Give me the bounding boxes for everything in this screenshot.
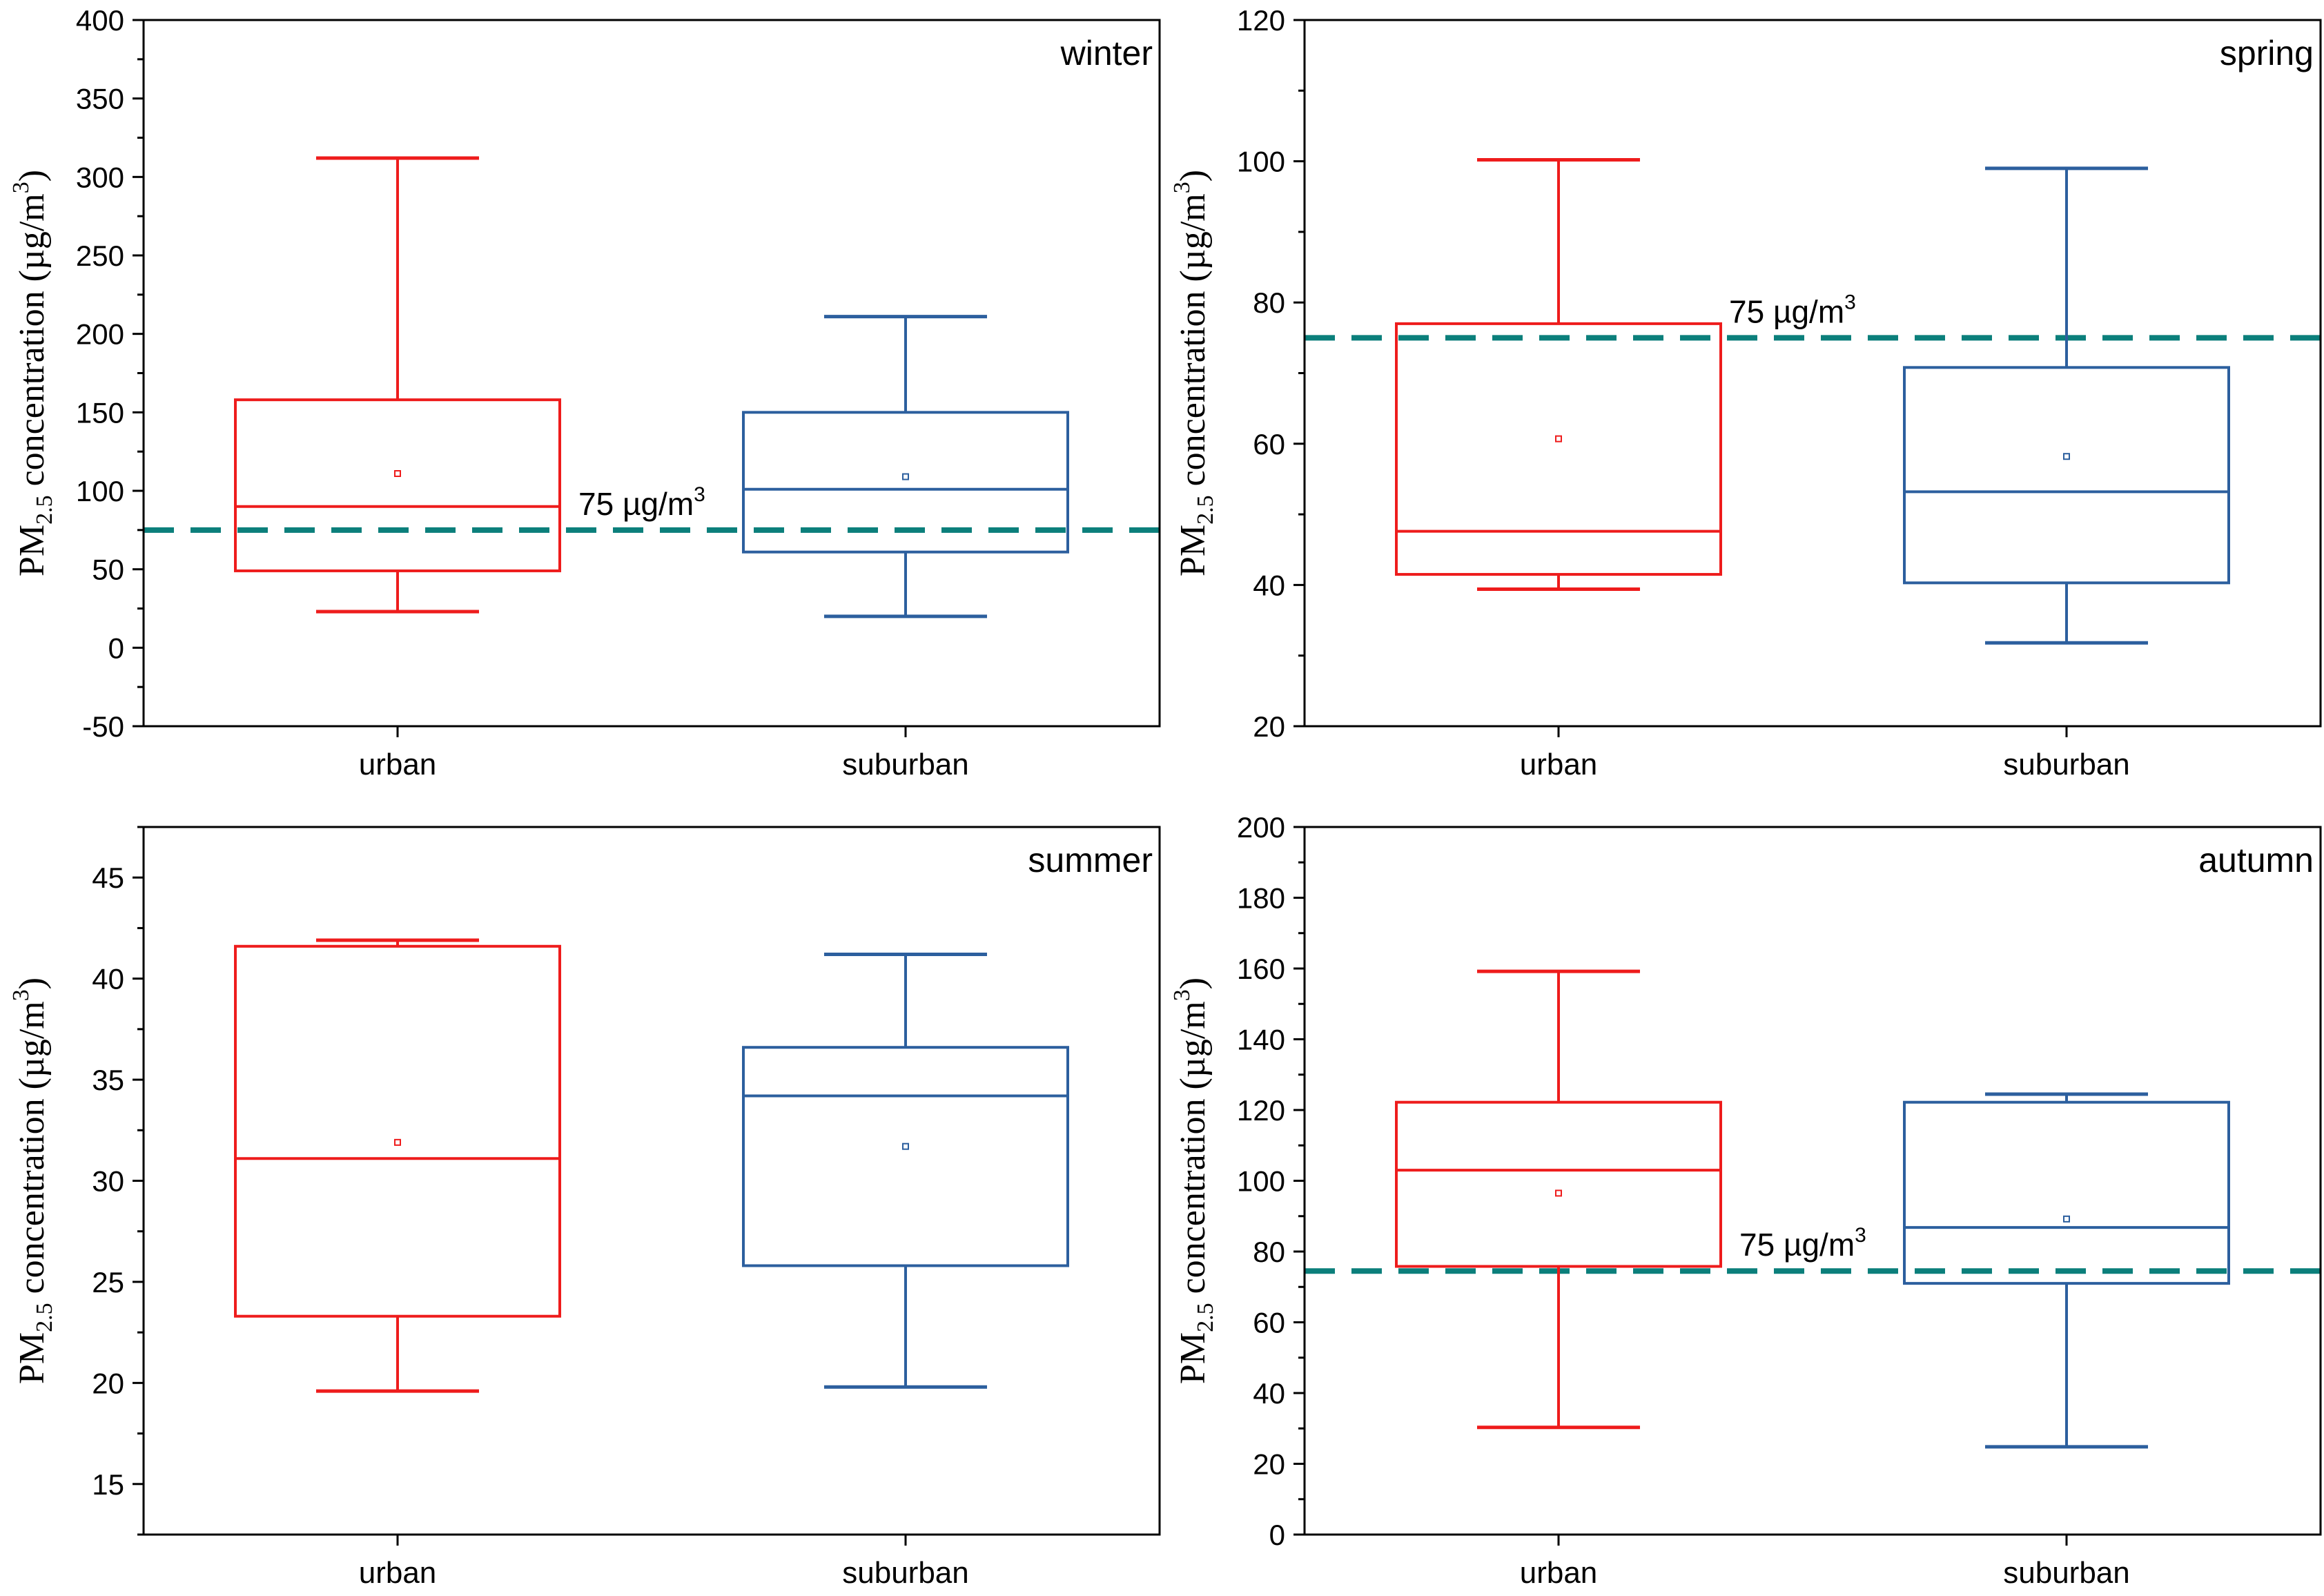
- y-tick-label: 80: [1253, 1236, 1285, 1268]
- iqr-box: [1903, 1100, 2230, 1285]
- y-tick-label: 40: [1253, 569, 1285, 601]
- mean-marker: [394, 469, 401, 477]
- y-tick-label: 180: [1237, 882, 1285, 915]
- y-tick-label: 250: [76, 240, 124, 272]
- y-tick-label: 160: [1237, 953, 1285, 985]
- x-category-label: suburban: [842, 1556, 968, 1590]
- y-tick-label: 100: [76, 475, 124, 507]
- y-tick-label: 100: [1237, 146, 1285, 178]
- y-tick-label: 50: [92, 554, 124, 586]
- y-axis-label: PM2.5 concentration (µg/m3): [8, 977, 57, 1384]
- x-category-label: urban: [359, 748, 437, 781]
- y-tick-label: 300: [76, 161, 124, 193]
- y-tick-label: -50: [82, 710, 124, 743]
- x-category-label: urban: [1520, 748, 1598, 781]
- y-tick-label: 120: [1237, 4, 1285, 37]
- y-tick-label: 140: [1237, 1024, 1285, 1056]
- reference-label: 75 µg/m3: [578, 483, 705, 522]
- plot-frame: [142, 826, 1161, 1536]
- box-urban: [1395, 158, 1722, 592]
- plot-frame: [142, 19, 1161, 728]
- x-category-label: urban: [1520, 1556, 1598, 1590]
- mean-marker: [902, 1142, 909, 1150]
- x-category-label: urban: [359, 1556, 437, 1590]
- y-tick-label: 30: [92, 1165, 124, 1198]
- season-label: spring: [2220, 34, 2314, 72]
- plot-frame: [1303, 19, 2322, 728]
- x-category-label: suburban: [842, 748, 968, 781]
- y-tick-label: 20: [92, 1367, 124, 1399]
- mean-marker: [2063, 1215, 2070, 1223]
- mean-marker: [1555, 1189, 1562, 1197]
- box-suburban: [1903, 166, 2230, 645]
- iqr-box: [1903, 366, 2230, 585]
- box-suburban: [742, 953, 1069, 1389]
- y-tick-label: 20: [1253, 710, 1285, 743]
- x-category-label: suburban: [2003, 1556, 2129, 1590]
- y-tick-label: 25: [92, 1266, 124, 1298]
- y-tick-label: 35: [92, 1064, 124, 1096]
- y-tick-label: 40: [1253, 1377, 1285, 1410]
- reference-label: 75 µg/m3: [1739, 1224, 1866, 1263]
- box-suburban: [1903, 1092, 2230, 1449]
- iqr-box: [1395, 1100, 1722, 1268]
- x-category-label: suburban: [2003, 748, 2129, 781]
- y-tick-label: 15: [92, 1468, 124, 1501]
- chart-panel-spring: 20 40 60 80 100 120 75 µg/m3 urban suburban sprin…: [1169, 4, 2322, 781]
- chart-panel-summer: 15 20 25 30 35 40 45 urban suburban summer PM2.5 c…: [8, 826, 1161, 1590]
- iqr-box: [1395, 322, 1722, 576]
- box-urban: [1395, 969, 1722, 1430]
- season-label: summer: [1028, 841, 1153, 879]
- y-axis-label: PM2.5 concentration (µg/m3): [1169, 977, 1218, 1384]
- plot-frame: [1303, 826, 2322, 1536]
- iqr-box: [234, 398, 561, 572]
- mean-marker: [394, 1138, 401, 1146]
- y-tick-label: 400: [76, 4, 124, 37]
- y-axis-label: PM2.5 concentration (µg/m3): [1169, 170, 1218, 576]
- mean-marker: [902, 473, 909, 480]
- y-tick-label: 150: [76, 396, 124, 429]
- mean-marker: [1555, 435, 1562, 442]
- y-tick-label: 100: [1237, 1165, 1285, 1198]
- mean-marker: [2063, 453, 2070, 460]
- y-tick-label: 80: [1253, 286, 1285, 319]
- box-suburban: [742, 315, 1069, 619]
- iqr-box: [742, 411, 1069, 554]
- iqr-box: [742, 1046, 1069, 1267]
- y-tick-label: 200: [76, 318, 124, 351]
- chart-panel-winter: -50 0 50 100 150 200 250 300 350 400 75 µg/m3 urban…: [8, 4, 1161, 781]
- y-axis-label: PM2.5 concentration (µg/m3): [8, 170, 57, 576]
- season-label: winter: [1060, 34, 1153, 72]
- chart-panel-autumn: 0 20 40 60 80 100 120 140 160 180 200 75 µg/m3 urban…: [1169, 811, 2322, 1590]
- y-tick-label: 40: [92, 963, 124, 995]
- y-tick-label: 60: [1253, 428, 1285, 460]
- y-tick-label: 45: [92, 862, 124, 894]
- season-label: autumn: [2198, 841, 2314, 879]
- y-tick-label: 0: [108, 632, 124, 664]
- box-urban: [234, 156, 561, 614]
- y-tick-label: 200: [1237, 811, 1285, 844]
- y-tick-label: 350: [76, 83, 124, 115]
- iqr-box: [234, 944, 561, 1318]
- y-tick-label: 20: [1253, 1448, 1285, 1481]
- y-tick-label: 0: [1269, 1519, 1285, 1551]
- reference-label: 75 µg/m3: [1729, 291, 1856, 329]
- y-tick-label: 60: [1253, 1307, 1285, 1339]
- y-tick-label: 120: [1237, 1094, 1285, 1127]
- box-urban: [234, 938, 561, 1393]
